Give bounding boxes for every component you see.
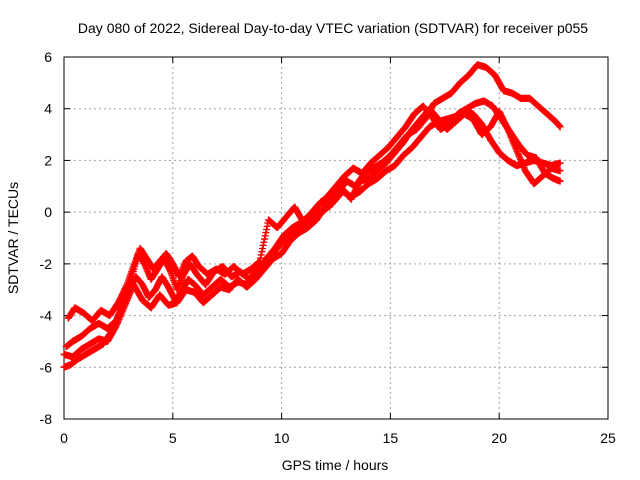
x-tick-label: 15 bbox=[383, 430, 399, 446]
y-axis-label: SDTVAR / TECUs bbox=[5, 182, 21, 294]
plot-frame bbox=[63, 56, 609, 420]
y-tick-label: -2 bbox=[40, 256, 53, 272]
y-tick-label: 4 bbox=[44, 101, 52, 117]
data-point bbox=[556, 177, 564, 185]
axis-ticks bbox=[63, 56, 609, 420]
y-tick-labels: -8 -6 -4 -2 0 2 4 6 bbox=[40, 49, 53, 427]
x-axis-label: GPS time / hours bbox=[282, 457, 389, 473]
series-track-c bbox=[64, 61, 564, 325]
y-tick-label: 6 bbox=[44, 49, 52, 65]
data-point bbox=[556, 167, 564, 175]
data-marks bbox=[60, 61, 564, 371]
x-tick-labels: 0 5 10 15 20 25 bbox=[60, 430, 616, 446]
x-tick-label: 5 bbox=[169, 430, 177, 446]
y-tick-label: 0 bbox=[44, 204, 52, 220]
y-tick-label: 2 bbox=[44, 152, 52, 168]
x-tick-label: 10 bbox=[274, 430, 290, 446]
y-tick-label: -8 bbox=[40, 411, 53, 427]
data-point bbox=[556, 123, 564, 131]
x-tick-label: 25 bbox=[600, 430, 616, 446]
series-track-d bbox=[60, 105, 564, 361]
x-tick-label: 20 bbox=[491, 430, 507, 446]
chart-title: Day 080 of 2022, Sidereal Day-to-day VTE… bbox=[78, 20, 588, 36]
data-point bbox=[556, 159, 564, 167]
y-tick-label: -4 bbox=[40, 308, 53, 324]
y-tick-label: -6 bbox=[40, 359, 53, 375]
x-tick-label: 0 bbox=[60, 430, 68, 446]
